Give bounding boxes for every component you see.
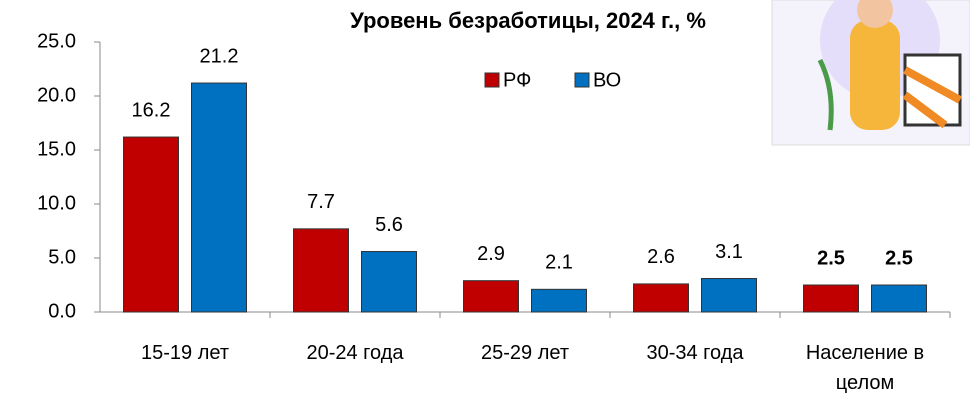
legend-label: ВО <box>593 69 621 91</box>
value-label: 7.7 <box>307 191 335 213</box>
chart-title: Уровень безработицы, 2024 г., % <box>350 8 706 33</box>
x-tick-label: 30-34 года <box>646 342 744 364</box>
bar <box>871 284 927 313</box>
bar <box>463 280 519 313</box>
value-label: 2.5 <box>885 247 913 269</box>
bar <box>803 284 859 313</box>
value-label: 5.6 <box>375 214 403 236</box>
legend-swatch <box>484 72 500 88</box>
value-label: 2.6 <box>647 246 675 268</box>
bar <box>191 82 247 313</box>
x-tick-label: 25-29 лет <box>481 342 569 364</box>
illustration <box>771 0 970 146</box>
bar <box>123 136 179 313</box>
value-label: 21.2 <box>200 45 239 67</box>
bar <box>701 278 757 313</box>
value-label: 2.5 <box>817 247 845 269</box>
x-tick-label: Население в целом <box>805 342 925 394</box>
legend-swatch <box>574 72 590 88</box>
y-tick-label: 5.0 <box>48 246 76 268</box>
value-label: 3.1 <box>715 241 743 263</box>
y-tick-label: 10.0 <box>37 192 76 214</box>
y-tick-label: 20.0 <box>37 84 76 106</box>
bar <box>633 283 689 313</box>
x-tick-label: 20-24 года <box>306 342 404 364</box>
bar <box>361 251 417 313</box>
y-tick-label: 25.0 <box>37 30 76 52</box>
value-label: 2.1 <box>545 252 573 274</box>
value-label: 2.9 <box>477 243 505 265</box>
y-tick-label: 15.0 <box>37 138 76 160</box>
x-tick-label: 15-19 лет <box>141 342 229 364</box>
bar <box>293 228 349 313</box>
legend-label: РФ <box>503 69 531 91</box>
value-label: 16.2 <box>132 99 171 121</box>
y-tick-label: 0.0 <box>48 300 76 322</box>
bar <box>531 288 587 313</box>
